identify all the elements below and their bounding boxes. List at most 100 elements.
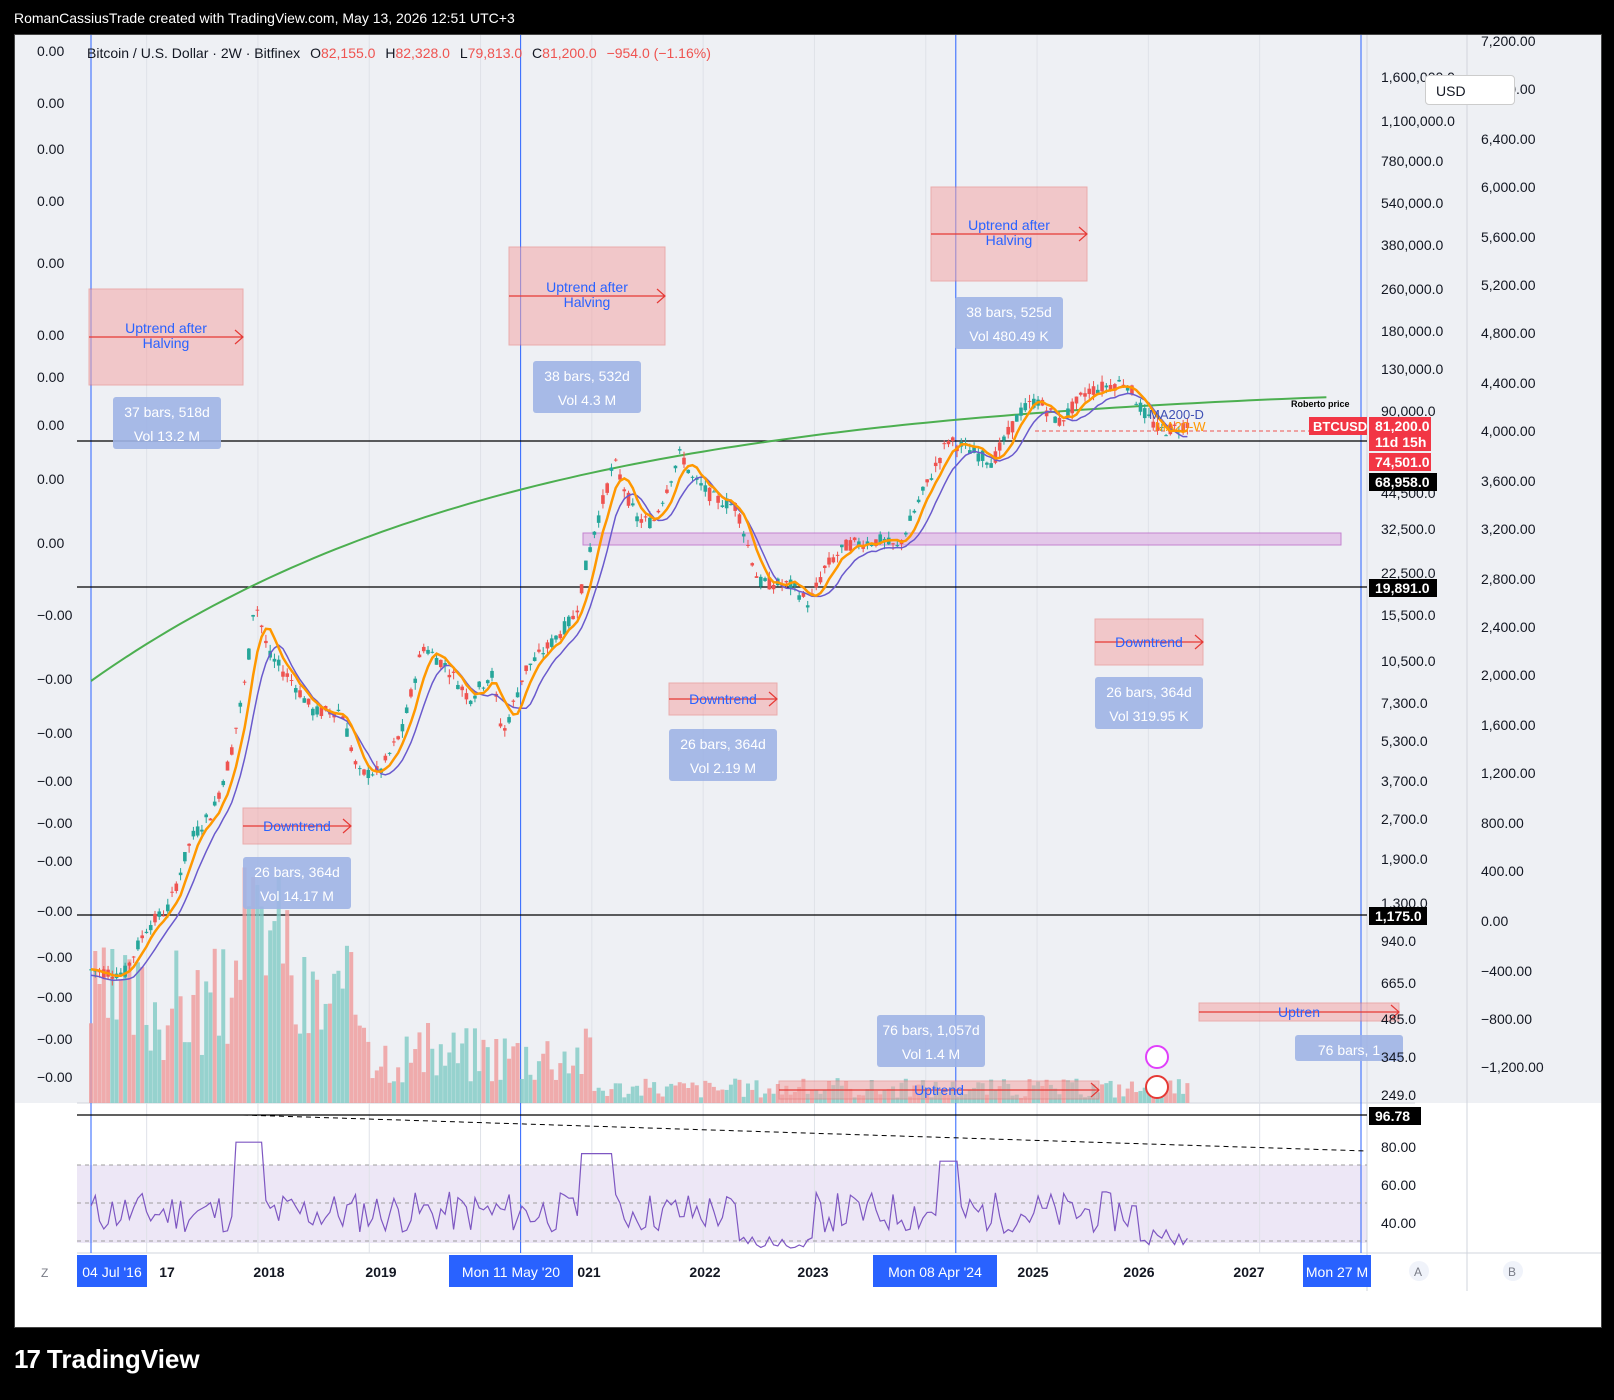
candle-body [609, 467, 614, 471]
volume-bar [404, 1036, 409, 1103]
us-flag-icon[interactable] [1145, 1075, 1169, 1099]
left-tick: 0.00 [37, 43, 64, 59]
candle-body [660, 502, 665, 504]
time-axis[interactable]: 04 Jul '16 17 2018 2019 Mon 11 May '20 021 202… [77, 1255, 1371, 1287]
left-tick: 0.00 [37, 141, 64, 157]
a-toggle: A [1414, 1265, 1422, 1279]
volume-bar [592, 1090, 597, 1103]
candle-body [289, 680, 294, 682]
volume-bar [170, 1008, 175, 1103]
candle-body [430, 651, 435, 653]
outer-tick: 4,000.00 [1481, 423, 1536, 439]
candle-body [1027, 400, 1032, 402]
candle-body [1006, 426, 1011, 435]
candle-body [805, 605, 810, 608]
volume-bar [366, 1041, 371, 1103]
volume-bar [647, 1087, 652, 1103]
currency-button[interactable]: USD [1425, 75, 1515, 105]
candle-body [383, 755, 388, 761]
candle-body [409, 689, 413, 697]
candle-body [357, 768, 362, 770]
volume-bar [144, 1024, 149, 1103]
price-tag-level: 19,891.0 [1375, 580, 1430, 596]
volume-bar [524, 1046, 529, 1103]
volume-bar [549, 1069, 554, 1103]
left-tick: 0.00 [37, 193, 64, 209]
volume-bar [110, 948, 115, 1103]
candle-body [1138, 402, 1143, 412]
candle-body [618, 474, 622, 480]
candle-body [690, 476, 695, 478]
volume-bar [340, 988, 345, 1103]
candle-body [840, 544, 844, 548]
volume-bar [754, 1080, 759, 1103]
candle-body [1083, 393, 1087, 397]
volume-bar [1129, 1081, 1134, 1103]
left-tick: −0.00 [37, 671, 73, 687]
volume-bar [763, 1093, 768, 1103]
volume-bar [528, 1074, 533, 1103]
volume-bar [1185, 1083, 1190, 1103]
ai-assistant-icon[interactable] [1145, 1045, 1169, 1069]
horizontal-levels [77, 430, 1367, 916]
candle-body [1113, 384, 1117, 391]
tv-logo-icon: 17 [14, 1344, 41, 1374]
volume-bar [656, 1093, 661, 1103]
candle-body [980, 450, 985, 461]
symbol-name[interactable]: Bitcoin / U.S. Dollar · 2W · Bitfinex [87, 45, 301, 61]
outer-tick: 2,400.00 [1481, 619, 1536, 635]
trend-box-label: Downtrend [689, 691, 757, 707]
candle-body [1078, 392, 1083, 395]
volume-bar [1104, 1083, 1109, 1103]
volume-bar [895, 1097, 900, 1103]
trend-box-label: Uptrend after [546, 279, 628, 295]
candle-body [1019, 407, 1023, 416]
volume-bar [1112, 1097, 1117, 1103]
right-price-axis[interactable]: 1,600,000.01,100,000.0780,000.0540,000.0… [1381, 69, 1455, 1103]
l-label: L [459, 45, 468, 61]
o-label: O [310, 45, 321, 61]
price-tick: 3,700.0 [1381, 773, 1428, 789]
volume-bar [664, 1086, 669, 1103]
price-tag-bg [1369, 907, 1427, 925]
chart-frame[interactable]: Uptrend after Halving 37 bars, 518d Vol 13.… [14, 34, 1602, 1328]
price-tick: 380,000.0 [1381, 237, 1443, 253]
volume-bar [767, 1088, 772, 1103]
volume-bar [293, 1024, 298, 1103]
volume-bar [178, 996, 183, 1103]
left-tick: −0.00 [37, 1031, 73, 1047]
candle-body [904, 532, 908, 535]
candle-body [588, 547, 592, 552]
outer-tick: 1,200.00 [1481, 765, 1536, 781]
candle-body [729, 504, 733, 506]
volume-bar [699, 1097, 704, 1103]
tradingview-logo[interactable]: 17 TradingView [14, 1344, 200, 1375]
candle-body [933, 462, 938, 467]
volume-bar [89, 1023, 93, 1103]
rsi-tick: 40.00 [1381, 1215, 1416, 1231]
candle-body [724, 498, 729, 509]
trend-box-label: Downtrend [1115, 634, 1183, 650]
volume-bar [332, 973, 337, 1103]
left-tick: 0.00 [37, 417, 64, 433]
outer-right-axis[interactable]: 7,200.006,800.006,400.006,000.005,600.00… [1481, 35, 1544, 1075]
volume-bar [131, 1034, 136, 1103]
volume-bar [498, 1079, 503, 1103]
volume-bar [319, 1029, 324, 1103]
trend-box-label: Halving [986, 232, 1033, 248]
trend-box-label: Uptren [1278, 1004, 1320, 1020]
candle-body [1044, 410, 1049, 417]
candle-body [643, 516, 648, 518]
volume-bar [135, 962, 140, 1103]
candle-body [985, 462, 989, 465]
stats-vol: Vol 14.17 M [260, 888, 334, 904]
volume-bar [443, 1065, 448, 1103]
stats-bars: 37 bars, 518d [124, 404, 210, 420]
price-tick: 780,000.0 [1381, 153, 1443, 169]
price-tag-rsi-level: 96.78 [1375, 1108, 1410, 1124]
volume-bar [238, 979, 243, 1103]
volume-bar [387, 1082, 392, 1103]
